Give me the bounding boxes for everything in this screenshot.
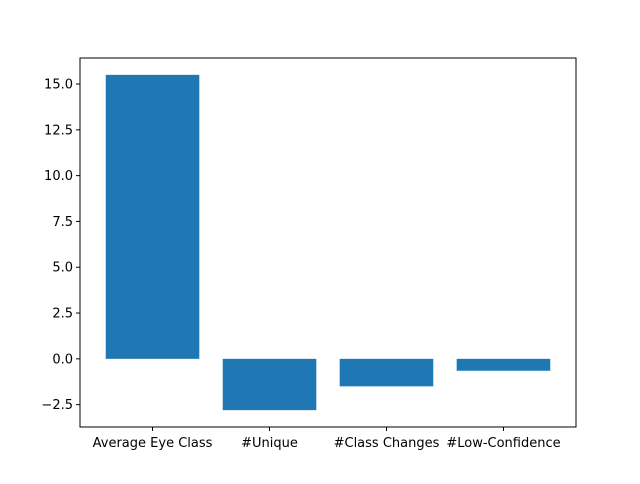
ticks-layer: −2.5 0.0 2.5 5.0 7.5 10.0 12.5 15.0 Average Eye … xyxy=(41,78,560,451)
y-tick-label-7: 15.0 xyxy=(44,78,73,93)
bars-layer xyxy=(105,74,551,411)
y-tick-label-5: 10.0 xyxy=(44,169,73,184)
y-tick-label-4: 7.5 xyxy=(52,215,73,230)
bar-2 xyxy=(339,358,434,387)
x-tick-label-1: #Unique xyxy=(241,436,298,451)
y-tick-label-0: −2.5 xyxy=(41,398,73,413)
y-tick-label-1: 0.0 xyxy=(52,352,73,367)
y-tick-label-3: 5.0 xyxy=(52,261,73,276)
y-tick-label-2: 2.5 xyxy=(52,307,73,322)
x-tick-label-2: #Class Changes xyxy=(334,436,440,451)
bar-0 xyxy=(105,74,200,359)
bar-3 xyxy=(456,358,551,371)
x-tick-label-0: Average Eye Class xyxy=(93,436,213,451)
axes-layer xyxy=(79,57,577,428)
plot-frame xyxy=(79,57,577,428)
bar-1 xyxy=(222,358,317,411)
x-tick-label-3: #Low-Confidence xyxy=(446,436,560,451)
y-tick-label-6: 12.5 xyxy=(44,123,73,138)
